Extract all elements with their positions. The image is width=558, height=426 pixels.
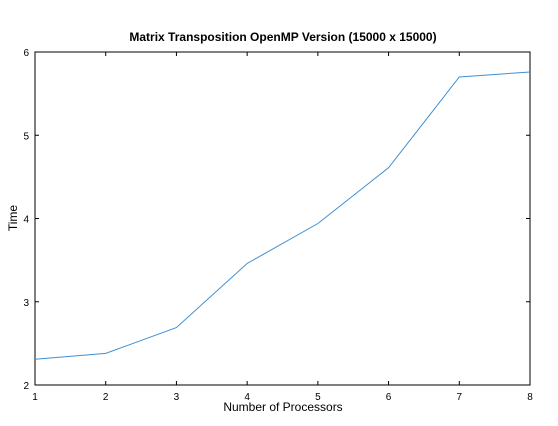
y-tick-label: 5 xyxy=(23,131,29,142)
y-tick-label: 3 xyxy=(23,298,29,309)
x-tick-label: 6 xyxy=(386,392,392,403)
y-tick-label: 6 xyxy=(23,48,29,59)
x-tick-label: 5 xyxy=(315,392,321,403)
x-tick-label: 4 xyxy=(244,392,250,403)
series-line xyxy=(34,71,531,360)
plot-frame xyxy=(34,51,531,386)
x-tick-label: 1 xyxy=(32,392,38,403)
x-tick-label: 7 xyxy=(457,392,463,403)
x-tick-label: 2 xyxy=(103,392,109,403)
y-tick-labels: 2 3 4 5 6 xyxy=(23,48,29,392)
x-tick-label: 3 xyxy=(174,392,180,403)
y-axis-label: Time xyxy=(6,205,20,232)
x-tick-label: 8 xyxy=(527,392,533,403)
x-tick-labels: 1 2 3 4 5 6 7 8 xyxy=(32,392,533,403)
y-tick-label: 2 xyxy=(23,381,29,392)
chart-title: Matrix Transposition OpenMP Version (150… xyxy=(129,30,436,44)
y-tick-label: 4 xyxy=(23,215,29,226)
x-axis-label: Number of Processors xyxy=(223,400,342,414)
axis-ticks xyxy=(34,51,531,386)
